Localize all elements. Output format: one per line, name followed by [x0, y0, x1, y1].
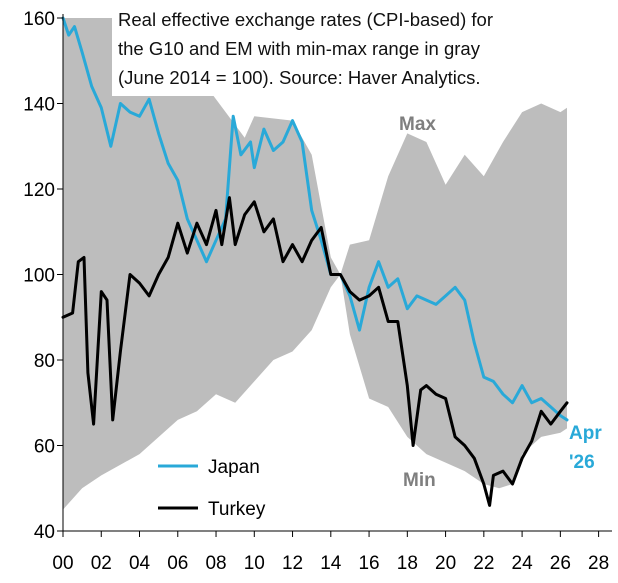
y-tick-label: 100	[23, 266, 55, 287]
title-line-3: (June 2014 = 100). Source: Haver Analyti…	[118, 67, 481, 88]
x-tick-label: 08	[205, 553, 226, 574]
x-tick-label: 24	[512, 553, 534, 574]
y-tick-label: 160	[23, 9, 55, 30]
y-tick-label: 60	[34, 437, 55, 458]
max-label: Max	[399, 114, 436, 135]
x-tick-label: 06	[167, 553, 188, 574]
min-label: Min	[403, 470, 436, 491]
y-tick-label: 80	[34, 351, 55, 372]
x-tick-label: 04	[129, 553, 151, 574]
legend-label-japan: Japan	[208, 457, 260, 478]
x-tick-label: 12	[282, 553, 303, 574]
min-max-band	[63, 18, 567, 510]
y-tick-label: 120	[23, 180, 55, 201]
x-tick-label: 00	[52, 553, 73, 574]
chart-title: Real effective exchange rates (CPI-based…	[112, 4, 564, 96]
series-line-turkey	[61, 196, 569, 507]
series-line-japan	[61, 16, 569, 422]
end-date-label-year: '26	[569, 452, 595, 473]
x-tick-label: 14	[320, 553, 342, 574]
x-tick-label: 28	[588, 553, 609, 574]
x-tick-label: 10	[244, 553, 265, 574]
y-tick-label: 140	[23, 95, 55, 116]
x-tick-label: 02	[91, 553, 112, 574]
x-tick-label: 22	[473, 553, 494, 574]
title-line-2: the G10 and EM with min-max range in gra…	[118, 38, 481, 59]
x-tick-label: 20	[435, 553, 456, 574]
x-tick-label: 16	[358, 553, 379, 574]
legend: Japan Turkey	[158, 457, 266, 520]
title-line-1: Real effective exchange rates (CPI-based…	[118, 9, 493, 30]
x-tick-label: 18	[397, 553, 418, 574]
end-date-label-month: Apr	[569, 423, 602, 444]
legend-label-turkey: Turkey	[208, 499, 266, 520]
x-tick-label: 26	[550, 553, 571, 574]
y-tick-label: 40	[34, 522, 55, 543]
